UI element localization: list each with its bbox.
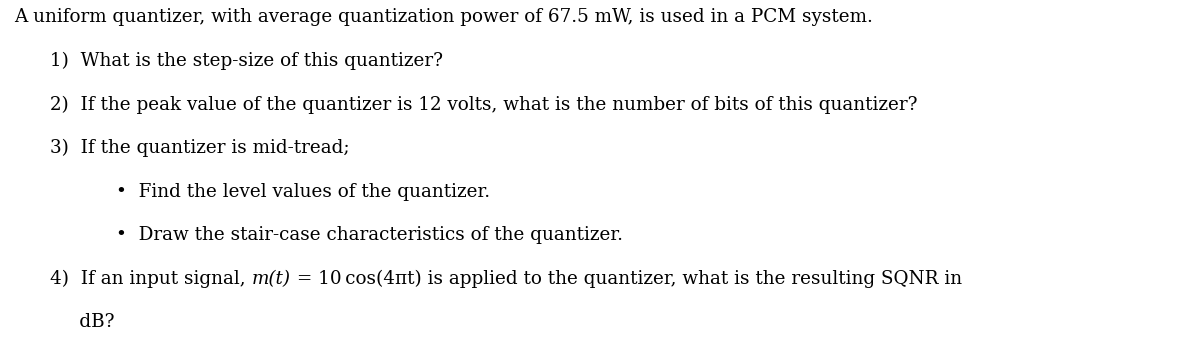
Text: A uniform quantizer, with average quantization power of 67.5 mW, is used in a PC: A uniform quantizer, with average quanti… bbox=[14, 8, 874, 27]
Text: 4)  If an input signal,: 4) If an input signal, bbox=[50, 270, 252, 288]
Text: •  Find the level values of the quantizer.: • Find the level values of the quantizer… bbox=[116, 183, 491, 201]
Text: = 10 cos(4πt) is applied to the quantizer, what is the resulting SQNR in: = 10 cos(4πt) is applied to the quantize… bbox=[290, 270, 962, 288]
Text: 2)  If the peak value of the quantizer is 12 volts, what is the number of bits o: 2) If the peak value of the quantizer is… bbox=[50, 96, 918, 114]
Text: •  Draw the stair-case characteristics of the quantizer.: • Draw the stair-case characteristics of… bbox=[116, 226, 624, 244]
Text: dB?: dB? bbox=[50, 313, 115, 331]
Text: 3)  If the quantizer is mid-tread;: 3) If the quantizer is mid-tread; bbox=[50, 139, 350, 157]
Text: 1)  What is the step-size of this quantizer?: 1) What is the step-size of this quantiz… bbox=[50, 52, 444, 70]
Text: m(t): m(t) bbox=[252, 270, 290, 288]
